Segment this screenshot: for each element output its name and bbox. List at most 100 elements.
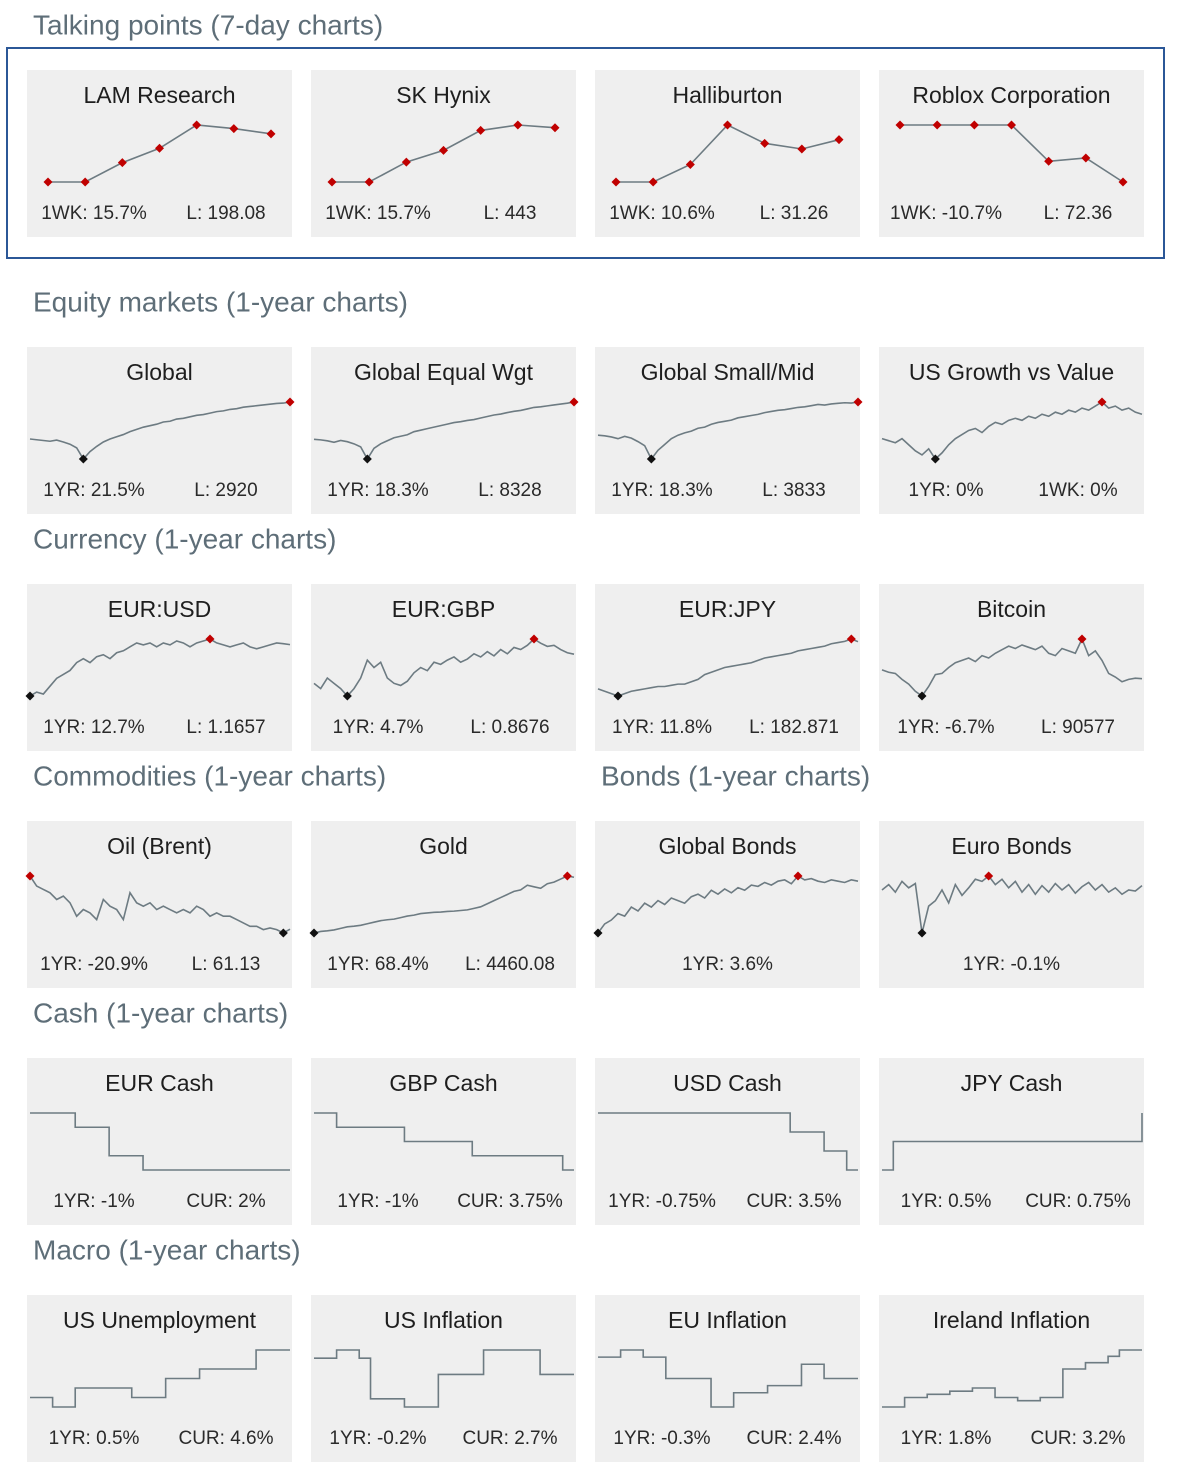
card-bg (27, 70, 292, 237)
point-marker (205, 634, 215, 644)
stat: L: 0.8676 (470, 717, 549, 738)
highlight-box (6, 47, 1165, 259)
card: Ireland Inflation 1YR: 1.8% CUR: 3.2% (879, 1295, 1144, 1462)
point-marker (1081, 153, 1091, 163)
stat: 1YR: -0.3% (613, 1428, 710, 1449)
card: Oil (Brent) 1YR: -20.9% L: 61.13 (25, 821, 292, 988)
sparkline (313, 401, 575, 461)
section-title: Bonds (1-year charts) (601, 760, 870, 791)
card: Bitcoin 1YR: -6.7% L: 90577 (879, 584, 1144, 751)
stat: L: 61.13 (192, 954, 261, 975)
card: Global 1YR: 21.5% L: 2920 (27, 347, 295, 514)
point-marker (611, 177, 621, 187)
card: Global Small/Mid 1YR: 18.3% L: 3833 (595, 347, 863, 514)
card-bg (879, 821, 1144, 988)
card-bg (879, 347, 1144, 514)
card: JPY Cash 1YR: 0.5% CUR: 0.75% (879, 1058, 1144, 1225)
card: Roblox Corporation 1WK: -10.7% L: 72.36 (879, 70, 1144, 237)
card-bg (311, 347, 576, 514)
stat: 1YR: -0.1% (963, 954, 1060, 975)
stat: 1WK: 15.7% (325, 203, 431, 224)
sparkline (597, 401, 859, 461)
stat: 1YR: -6.7% (897, 717, 994, 738)
section-title: Currency (1-year charts) (33, 523, 336, 554)
sparkline (314, 1112, 574, 1171)
sparkline (597, 874, 859, 934)
card-title: LAM Research (83, 82, 235, 108)
point-marker (593, 928, 603, 938)
card-title: EUR Cash (105, 1070, 214, 1096)
stat: 1YR: 1.8% (901, 1428, 992, 1449)
card: EUR Cash 1YR: -1% CUR: 2% (27, 1058, 292, 1225)
card-bg (311, 584, 576, 751)
stat: L: 182.871 (749, 717, 839, 738)
point-marker (342, 691, 352, 701)
point-marker (648, 177, 658, 187)
stat: 1YR: -20.9% (40, 954, 148, 975)
card-bg (311, 1295, 576, 1462)
point-marker (327, 177, 337, 187)
sparkline (29, 638, 291, 697)
sparkline (881, 874, 1143, 934)
stat: 1YR: -0.2% (329, 1428, 426, 1449)
card-title: Global Bonds (658, 833, 796, 859)
card-title: Global (126, 359, 192, 385)
stat: L: 72.36 (1044, 203, 1113, 224)
section-title: Commodities (1-year charts) (33, 760, 386, 791)
stat: 1YR: -1% (53, 1191, 134, 1212)
sparkline (597, 638, 859, 697)
stat: 1YR: 68.4% (327, 954, 428, 975)
sparkline (598, 1112, 858, 1171)
card-title: Euro Bonds (951, 833, 1071, 859)
point-marker (78, 454, 88, 464)
card: Global Equal Wgt 1YR: 18.3% L: 8328 (311, 347, 579, 514)
point-marker (853, 397, 863, 407)
stat: 1YR: 0% (909, 480, 984, 501)
card: GBP Cash 1YR: -1% CUR: 3.75% (311, 1058, 576, 1225)
card-bg (879, 1295, 1144, 1462)
stat: L: 198.08 (186, 203, 265, 224)
section-title: Equity markets (1-year charts) (33, 286, 408, 317)
point-marker (362, 454, 372, 464)
card-bg (595, 70, 860, 237)
point-marker (917, 928, 927, 938)
stat: CUR: 3.5% (746, 1191, 841, 1212)
point-marker (685, 160, 695, 170)
card-title: EUR:USD (108, 596, 212, 622)
card: EU Inflation 1YR: -0.3% CUR: 2.4% (595, 1295, 860, 1462)
card-title: EUR:GBP (392, 596, 496, 622)
card-bg (27, 1295, 292, 1462)
card-title: JPY Cash (961, 1070, 1063, 1096)
point-marker (550, 123, 560, 133)
point-marker (846, 634, 856, 644)
stat: 1YR: 12.7% (43, 717, 144, 738)
point-marker (476, 125, 486, 135)
sparkline (30, 1349, 290, 1408)
point-marker (895, 120, 905, 130)
point-marker (932, 120, 942, 130)
point-marker (229, 124, 239, 134)
sparkline (29, 875, 291, 934)
point-marker (723, 120, 732, 130)
card-title: US Growth vs Value (909, 359, 1114, 385)
stat: CUR: 2.4% (746, 1428, 841, 1449)
card-bg (27, 347, 292, 514)
point-marker (969, 120, 979, 130)
point-marker (793, 871, 803, 881)
point-marker (562, 871, 572, 881)
stat: L: 443 (484, 203, 537, 224)
point-marker (155, 143, 164, 153)
card-title: EU Inflation (668, 1307, 787, 1333)
sparkline (313, 637, 575, 698)
card-title: EUR:JPY (679, 596, 776, 622)
sparkline (882, 1113, 1143, 1171)
point-marker (1007, 120, 1016, 130)
card: EUR:JPY 1YR: 11.8% L: 182.871 (595, 584, 860, 751)
card-title: Bitcoin (977, 596, 1046, 622)
stat: L: 4460.08 (465, 954, 555, 975)
stat: 1YR: 0.5% (901, 1191, 992, 1212)
stat: 1YR: 4.7% (333, 717, 424, 738)
stat: 1YR: 11.8% (612, 717, 712, 738)
point-marker (266, 129, 276, 139)
